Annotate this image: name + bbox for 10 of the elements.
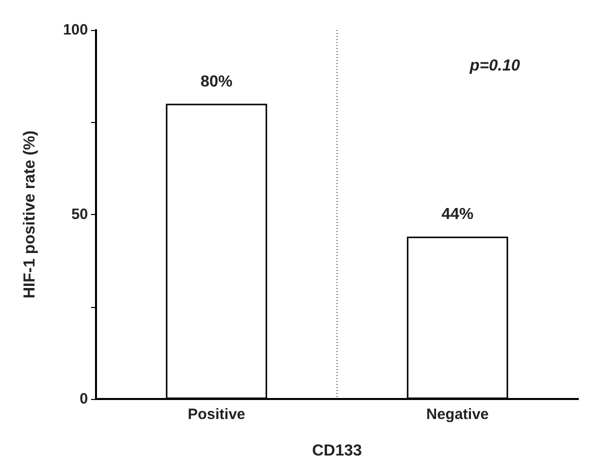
- annotation: p=0.10: [468, 58, 520, 74]
- data-label: 44%: [441, 206, 474, 224]
- y-tick-label: 0: [80, 390, 88, 408]
- x-tick-label: Negative: [426, 406, 489, 423]
- data-label: 80%: [200, 73, 233, 90]
- y-axis-title: HIF-1 positive rate (%): [22, 130, 38, 299]
- y-tick-label: 50: [71, 206, 88, 223]
- x-axis-title: CD133: [312, 442, 362, 460]
- y-tick-label: 100: [62, 22, 88, 38]
- x-tick-label: Positive: [188, 406, 246, 423]
